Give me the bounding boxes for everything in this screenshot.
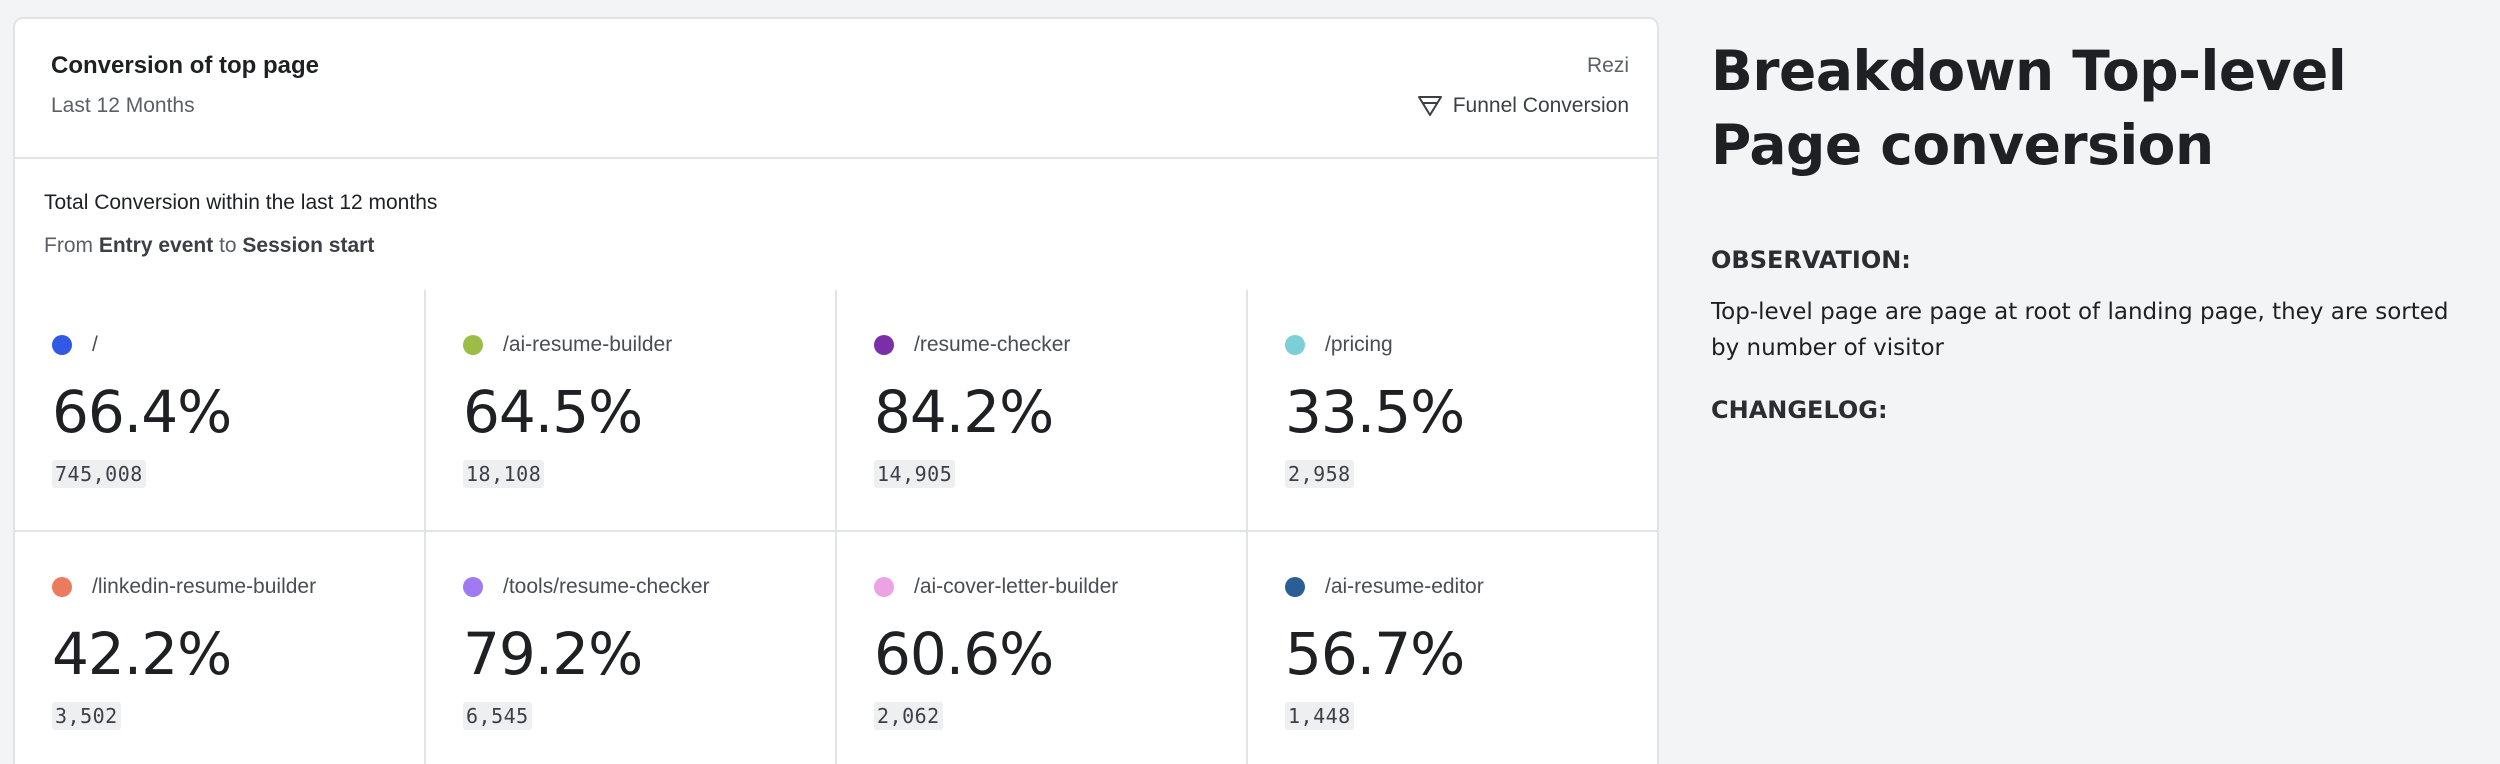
series-dot-icon [1285, 577, 1305, 597]
metric-percent: 56.7% [1285, 620, 1465, 688]
series-dot-icon [463, 335, 483, 355]
metric-count: 18,108 [463, 460, 545, 488]
metric-cell[interactable]: /ai-resume-editor 56.7% 1,448 [1248, 532, 1657, 764]
metric-page-path: /linkedin-resume-builder [92, 575, 317, 598]
summary-from-event: Entry event [98, 234, 214, 257]
metric-percent: 79.2% [463, 620, 643, 688]
metric-label: /ai-cover-letter-builder [874, 575, 1118, 599]
observation-text: Top-level page are page at root of landi… [1711, 299, 2449, 361]
card-header: Conversion of top page Last 12 Months Re… [15, 19, 1657, 159]
conversion-card: Conversion of top page Last 12 Months Re… [13, 17, 1659, 764]
series-dot-icon [463, 577, 483, 597]
metric-count: 3,502 [52, 702, 121, 730]
summary-from-word: From [44, 234, 93, 257]
series-dot-icon [874, 335, 894, 355]
metric-label: / [52, 333, 98, 357]
metric-count: 745,008 [52, 460, 146, 488]
funnel-icon [1417, 95, 1443, 117]
metric-cell[interactable]: /tools/resume-checker 79.2% 6,545 [426, 532, 837, 764]
metric-cell[interactable]: /pricing 33.5% 2,958 [1248, 290, 1657, 532]
metric-percent: 84.2% [874, 378, 1054, 446]
metric-page-path: / [92, 333, 98, 356]
metric-percent: 64.5% [463, 378, 643, 446]
series-dot-icon [874, 577, 894, 597]
metric-page-path: /ai-resume-editor [1325, 575, 1484, 598]
metric-label: /pricing [1285, 333, 1393, 357]
card-date-range: Last 12 Months [51, 94, 195, 117]
card-type: Funnel Conversion [1417, 94, 1629, 118]
metric-cell[interactable]: /linkedin-resume-builder 42.2% 3,502 [15, 532, 426, 764]
metric-cell[interactable]: / 66.4% 745,008 [15, 290, 426, 532]
summary-range: From Entry event to Session start [44, 234, 374, 258]
metric-page-path: /ai-resume-builder [503, 333, 673, 356]
metric-page-path: /tools/resume-checker [503, 575, 710, 598]
notes-panel: Breakdown Top-level Page conversion OBSE… [1711, 34, 2481, 424]
summary-to-event: Session start [242, 234, 375, 257]
series-dot-icon [1285, 335, 1305, 355]
metric-cell[interactable]: /resume-checker 84.2% 14,905 [837, 290, 1248, 532]
card-type-label: Funnel Conversion [1452, 94, 1629, 117]
metric-page-path: /ai-cover-letter-builder [914, 575, 1119, 598]
metrics-grid: / 66.4% 745,008 /ai-resume-builder 64.5%… [15, 290, 1657, 764]
metric-label: /tools/resume-checker [463, 575, 710, 599]
metric-label: /ai-resume-editor [1285, 575, 1484, 599]
series-dot-icon [52, 577, 72, 597]
metric-percent: 33.5% [1285, 378, 1465, 446]
metric-percent: 60.6% [874, 620, 1054, 688]
metric-count: 14,905 [874, 460, 956, 488]
notes-title: Breakdown Top-level Page conversion [1711, 39, 2347, 177]
metric-cell[interactable]: /ai-resume-builder 64.5% 18,108 [426, 290, 837, 532]
metric-cell[interactable]: /ai-cover-letter-builder 60.6% 2,062 [837, 532, 1248, 764]
metric-page-path: /resume-checker [914, 333, 1071, 356]
metric-count: 1,448 [1285, 702, 1354, 730]
metric-page-path: /pricing [1325, 333, 1393, 356]
metric-percent: 42.2% [52, 620, 232, 688]
card-project-name: Rezi [1586, 54, 1629, 77]
metric-count: 2,062 [874, 702, 943, 730]
metric-label: /linkedin-resume-builder [52, 575, 316, 599]
observation-heading: OBSERVATION: [1711, 246, 1911, 274]
metric-label: /ai-resume-builder [463, 333, 672, 357]
series-dot-icon [52, 335, 72, 355]
metric-label: /resume-checker [874, 333, 1070, 357]
metric-percent: 66.4% [52, 378, 232, 446]
summary-to-word: to [219, 234, 237, 257]
metric-count: 6,545 [463, 702, 532, 730]
metric-count: 2,958 [1285, 460, 1354, 488]
card-title[interactable]: Conversion of top page [51, 52, 320, 79]
changelog-heading: CHANGELOG: [1711, 396, 1888, 424]
summary-text: Total Conversion within the last 12 mont… [44, 191, 438, 214]
